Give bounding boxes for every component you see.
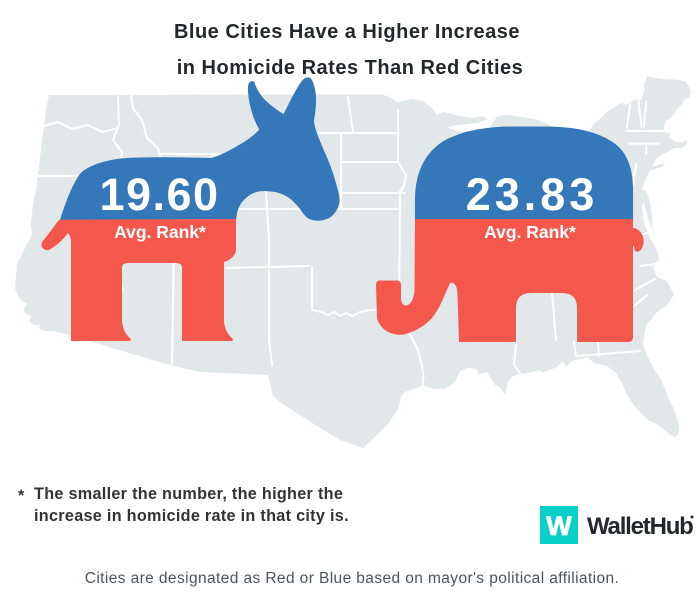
- svg-text:Avg. Rank*: Avg. Rank*: [484, 222, 576, 242]
- svg-text:W: W: [546, 511, 572, 541]
- svg-text:23.83: 23.83: [466, 169, 599, 220]
- svg-text:in Homicide Rates Than Red Cit: in Homicide Rates Than Red Cities: [177, 57, 524, 79]
- svg-text:19.60: 19.60: [99, 169, 219, 220]
- svg-text:increase in homicide rate in t: increase in homicide rate in that city i…: [34, 507, 349, 525]
- svg-text:Blue Cities Have a Higher Incr: Blue Cities Have a Higher Increase: [174, 21, 520, 43]
- svg-text:Avg. Rank*: Avg. Rank*: [114, 222, 206, 242]
- svg-text:*: *: [18, 487, 25, 505]
- svg-text:WalletHub: WalletHub: [587, 513, 693, 540]
- svg-text:Cities are designated as Red o: Cities are designated as Red or Blue bas…: [85, 570, 620, 587]
- svg-text:The smaller the number, the hi: The smaller the number, the higher the: [34, 485, 343, 503]
